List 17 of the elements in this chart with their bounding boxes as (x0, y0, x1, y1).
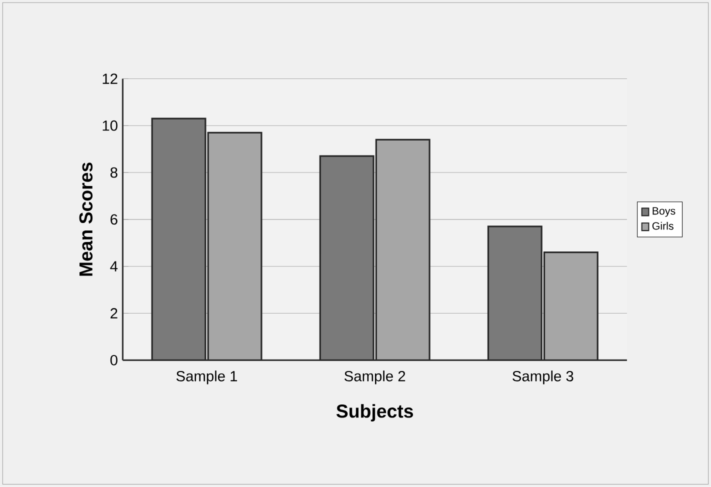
y-tick-label: 4 (110, 261, 118, 272)
x-tick-label: Sample 1 (176, 370, 238, 384)
legend-label: Boys (652, 207, 676, 217)
bar (319, 155, 374, 360)
x-tick-label: Sample 2 (344, 370, 406, 384)
y-tick-label: 12 (102, 74, 118, 84)
y-tick-label: 0 (110, 355, 118, 366)
x-axis-title: Subjects (336, 404, 414, 422)
bar (487, 226, 542, 360)
bar (151, 118, 206, 360)
y-tick-label: 6 (110, 214, 118, 225)
y-tick-label: 10 (102, 120, 118, 131)
y-tick-label: 8 (110, 167, 118, 178)
legend-label: Girls (652, 222, 674, 230)
y-tick-label: 2 (110, 308, 118, 318)
y-axis-title: Mean Scores (79, 162, 93, 276)
x-tick-label: Sample 3 (512, 370, 574, 384)
